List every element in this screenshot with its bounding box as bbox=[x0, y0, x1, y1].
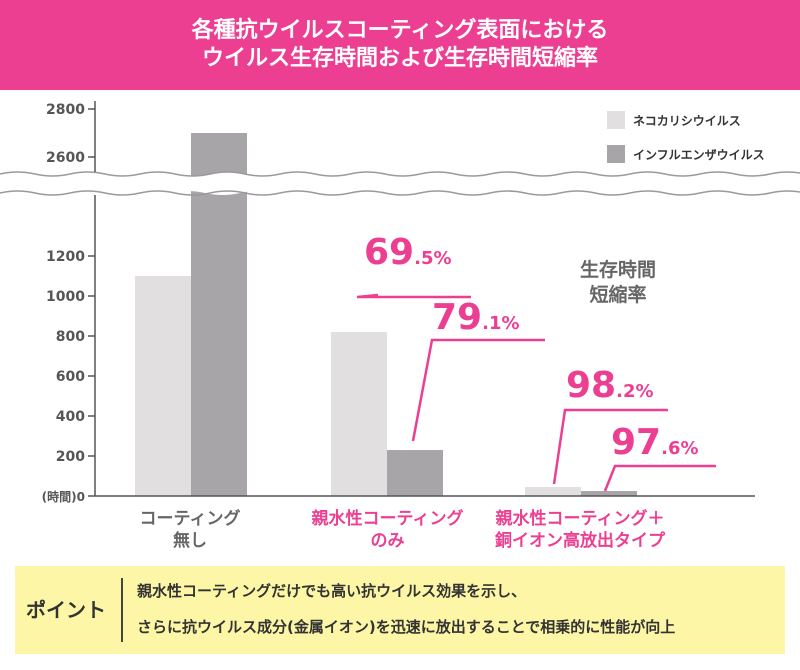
category-label-hydrophilic-copper: 親水性コーティング＋ 銅イオン高放出タイプ bbox=[480, 508, 680, 552]
axis-break-line-bottom bbox=[0, 190, 800, 196]
reduction-leader-line bbox=[552, 408, 668, 485]
bar-1-0 bbox=[331, 332, 387, 496]
reduction-leader-line bbox=[356, 293, 471, 299]
reduction-label-integer: 98 bbox=[566, 365, 616, 406]
y-tick-label: 200 bbox=[56, 449, 85, 465]
reduction-label-integer: 69 bbox=[364, 232, 414, 273]
bar-0-0 bbox=[135, 276, 191, 496]
y-tick-label: 400 bbox=[56, 409, 85, 425]
y-tick-label: 1000 bbox=[46, 289, 85, 305]
chart-title-line2: ウイルス生存時間および生存時間短縮率 bbox=[201, 46, 598, 71]
reduction-label-integer: 79 bbox=[432, 297, 482, 338]
reduction-title: 生存時間 bbox=[580, 258, 656, 281]
reduction-label-decimal: .6% bbox=[661, 438, 698, 459]
point-text-line1: 親水性コーティングだけでも高い抗ウイルス効果を示し、 bbox=[137, 582, 527, 600]
category-label-line: 無し bbox=[173, 531, 207, 551]
bar-2-0 bbox=[525, 487, 581, 496]
bar-1-1 bbox=[387, 450, 443, 496]
reduction-label: 79.1% bbox=[432, 297, 520, 338]
y-tick-label: 2800 bbox=[46, 102, 85, 118]
point-label: ポイント bbox=[26, 598, 106, 622]
y-tick-label-zero: (時間)0 bbox=[42, 489, 85, 504]
reduction-label: 98.2% bbox=[566, 365, 654, 406]
reduction-leader-line bbox=[603, 464, 716, 492]
legend-swatch bbox=[607, 111, 625, 129]
legend-label: インフルエンザウイルス bbox=[633, 148, 765, 162]
reduction-title: 短縮率 bbox=[589, 283, 646, 306]
y-tick-label: 2600 bbox=[46, 150, 85, 166]
category-label-line: コーティング bbox=[139, 509, 241, 529]
y-tick-label: 600 bbox=[56, 369, 85, 385]
category-label-hydrophilic-only: 親水性コーティング のみ bbox=[295, 508, 480, 552]
axis-break-band bbox=[0, 172, 800, 195]
reduction-label-integer: 97 bbox=[611, 422, 661, 463]
category-label-no-coating: コーティング 無し bbox=[110, 508, 270, 552]
category-label-line: 親水性コーティング＋ bbox=[495, 509, 665, 529]
legend-label: ネコカリシウイルス bbox=[633, 114, 741, 128]
chart-header: 各種抗ウイルスコーティング表面における ウイルス生存時間および生存時間短縮率 bbox=[0, 0, 800, 90]
category-label-line: 銅イオン高放出タイプ bbox=[495, 531, 665, 551]
reduction-label-decimal: .1% bbox=[482, 313, 519, 334]
bar-2-1 bbox=[581, 491, 637, 496]
reduction-label: 97.6% bbox=[611, 422, 699, 463]
point-text-line2: さらに抗ウイルス成分(金属イオン)を迅速に放出することで相乗的に性能が向上 bbox=[137, 618, 676, 636]
category-label-line: のみ bbox=[370, 531, 405, 551]
axis-break-line-top bbox=[0, 171, 800, 177]
point-divider bbox=[121, 578, 123, 642]
y-tick-label: 1200 bbox=[46, 249, 85, 265]
legend-swatch bbox=[607, 145, 625, 163]
reduction-label: 69.5% bbox=[364, 232, 452, 273]
category-label-line: 親水性コーティング bbox=[311, 509, 464, 529]
reduction-label-decimal: .2% bbox=[616, 381, 653, 402]
chart-title-line1: 各種抗ウイルスコーティング表面における bbox=[191, 18, 609, 43]
y-tick-label: 800 bbox=[56, 329, 85, 345]
reduction-leader-line bbox=[411, 338, 545, 442]
reduction-label-decimal: .5% bbox=[414, 248, 451, 269]
point-box: ポイント 親水性コーティングだけでも高い抗ウイルス効果を示し、 さらに抗ウイルス… bbox=[15, 566, 785, 654]
bar-chart: 200 400 600 800 1000 1200 (時間)0 2600 2800 ネコカリシウイ… bbox=[0, 101, 800, 504]
